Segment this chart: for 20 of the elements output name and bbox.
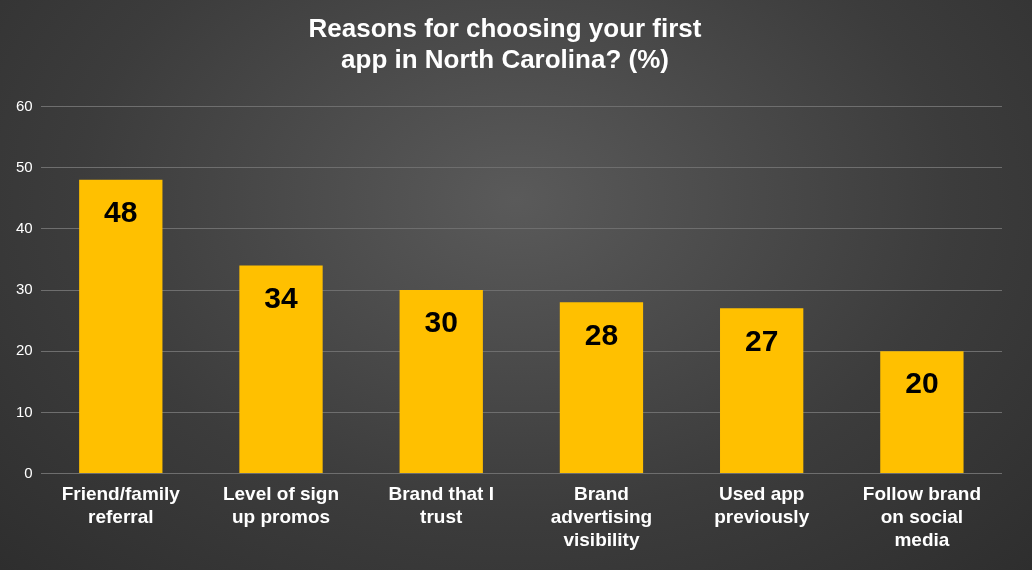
x-tick-label: Brand advertising visibility bbox=[550, 483, 653, 550]
data-label: 20 bbox=[905, 366, 939, 400]
y-tick-label: 20 bbox=[16, 341, 33, 359]
x-tick-label: Used app previously bbox=[714, 483, 810, 528]
data-label: 30 bbox=[424, 305, 458, 339]
y-tick-label: 0 bbox=[24, 463, 33, 481]
y-tick-label: 60 bbox=[16, 96, 33, 114]
y-tick-label: 50 bbox=[16, 157, 33, 175]
x-tick-label: Follow brand on social media bbox=[862, 483, 981, 550]
data-label: 34 bbox=[264, 280, 299, 314]
chart-title: Reasons for choosing your first app in North Carolina? (%) bbox=[308, 12, 702, 74]
x-tick-label: Friend/family referral bbox=[61, 483, 181, 528]
y-tick-label: 10 bbox=[16, 402, 33, 420]
y-tick-label: 30 bbox=[16, 280, 33, 298]
data-label: 48 bbox=[104, 195, 138, 229]
x-tick-label: Level of sign up promos bbox=[222, 483, 340, 528]
x-tick-label: Brand that I trust bbox=[388, 483, 495, 528]
data-label: 27 bbox=[744, 323, 779, 357]
data-label: 28 bbox=[584, 317, 619, 351]
y-tick-label: 40 bbox=[16, 218, 33, 236]
